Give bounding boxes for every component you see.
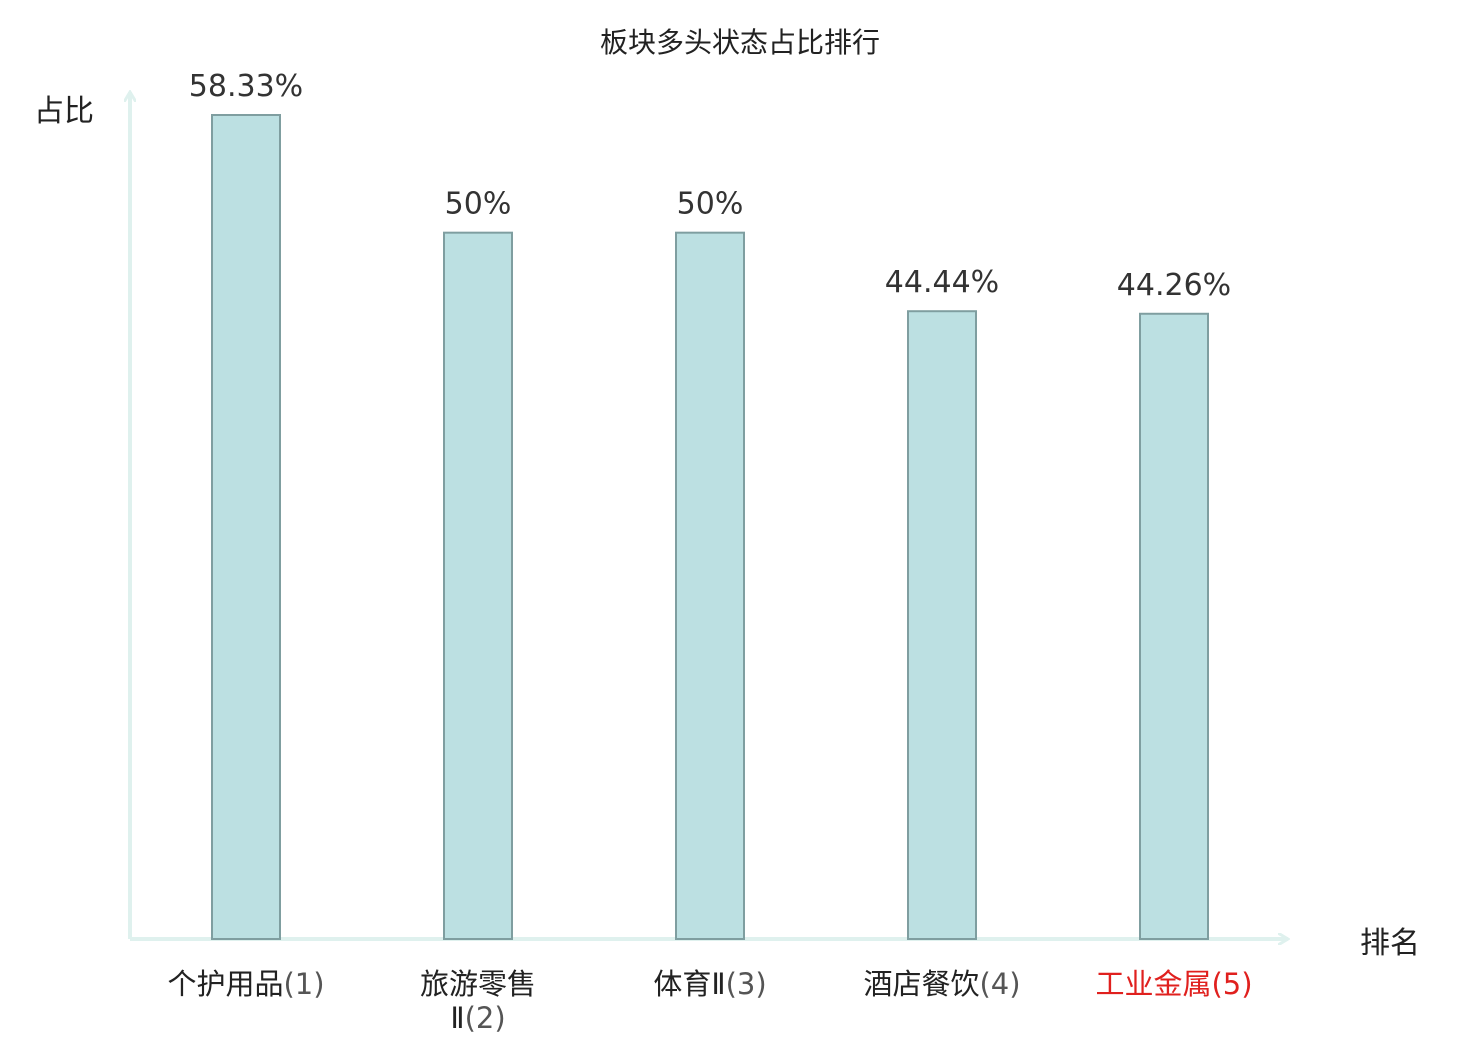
- category-label-4: 酒店餐饮(4): [863, 967, 1020, 1001]
- category-rank: (3): [726, 967, 767, 1001]
- x-axis-label: 排名: [1360, 926, 1420, 961]
- bar-1: [211, 114, 281, 940]
- bar-2: [443, 231, 513, 940]
- category-label-2-line-1: 旅游零售: [420, 967, 536, 1001]
- category-rank: (5): [1211, 967, 1252, 1001]
- category-rank: (4): [979, 967, 1020, 1001]
- category-label-5: 工业金属(5): [1095, 967, 1252, 1001]
- category-name: 旅游零售: [420, 967, 536, 1001]
- bar-4: [907, 310, 977, 940]
- category-rank: (2): [465, 1001, 506, 1035]
- value-label-1: 58.33%: [189, 69, 303, 104]
- value-labels-group: 58.33% 50% 50% 44.44% 44.26%: [189, 69, 1231, 303]
- value-label-2: 50%: [445, 187, 512, 222]
- category-label-1: 个护用品(1): [167, 967, 324, 1001]
- y-axis-label: 占比: [34, 94, 94, 129]
- category-name: 酒店餐饮: [863, 967, 979, 1001]
- category-name: Ⅱ: [450, 1001, 464, 1035]
- bar-3: [675, 231, 745, 940]
- bars-group: [211, 114, 1209, 941]
- category-name: 个护用品: [167, 967, 283, 1001]
- bar-5: [1139, 312, 1209, 941]
- category-rank: (1): [283, 967, 324, 1001]
- category-name: 体育Ⅱ: [653, 967, 725, 1001]
- value-label-3: 50%: [677, 187, 744, 222]
- value-label-4: 44.44%: [885, 265, 999, 300]
- category-label-3: 体育Ⅱ(3): [653, 967, 766, 1001]
- category-name: 工业金属: [1095, 967, 1211, 1001]
- value-label-5: 44.26%: [1117, 268, 1231, 303]
- category-label-2-line-2: Ⅱ(2): [450, 1001, 505, 1035]
- chart-title: 板块多头状态占比排行: [600, 26, 880, 59]
